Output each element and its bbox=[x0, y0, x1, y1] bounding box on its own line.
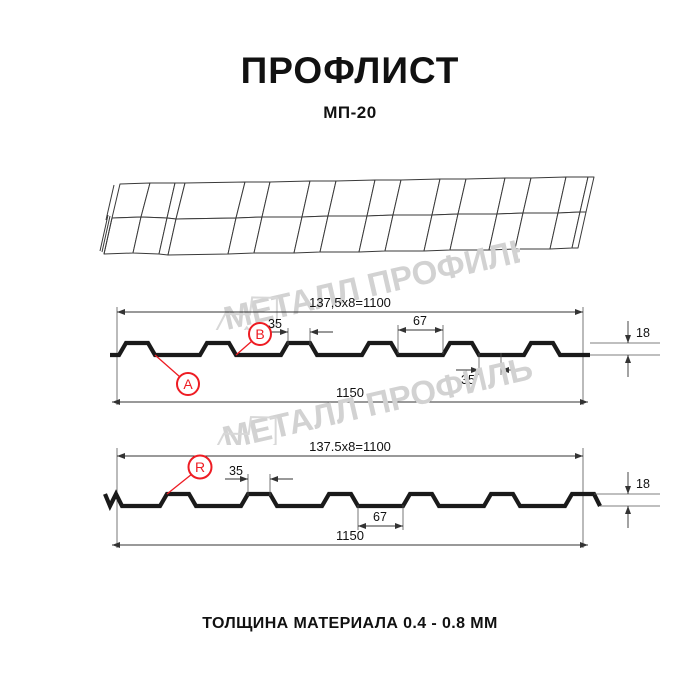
dimension-pitch-top: 137,5x8=1100 bbox=[117, 295, 583, 315]
dimension-pitch-bottom-label: 137.5x8=1100 bbox=[309, 439, 391, 454]
dimension-bottom-flat-bottom: 67 bbox=[357, 505, 404, 530]
dimension-lower-flat-label: 35 bbox=[461, 373, 475, 387]
marker-b-label: B bbox=[255, 326, 264, 342]
marker-r: R bbox=[166, 454, 213, 495]
page-subtitle: МП-20 bbox=[323, 102, 377, 122]
dimension-height-bottom-label: 18 bbox=[636, 477, 650, 491]
dimension-bottom-flat: 67 bbox=[397, 314, 444, 354]
marker-a: A bbox=[154, 354, 200, 396]
dimension-top-flat-bottom-label: 35 bbox=[229, 464, 243, 478]
dimension-lower-flat: 35 bbox=[456, 353, 524, 387]
page-header: ПРОФЛИСТ МП-20 bbox=[0, 50, 700, 123]
profiled-sheet-3d-view bbox=[99, 176, 595, 256]
dimension-pitch-bottom: 137.5x8=1100 bbox=[117, 439, 583, 459]
dimension-pitch-top-label: 137,5x8=1100 bbox=[309, 295, 391, 310]
cross-section-top: 137,5x8=1100 1150 35 67 bbox=[110, 295, 660, 405]
dimension-height-top: 18 bbox=[590, 321, 660, 377]
dimension-bottom-flat-label: 67 bbox=[413, 314, 427, 328]
dimension-overall-top-label: 1150 bbox=[336, 385, 364, 400]
dimension-height-bottom: 18 bbox=[594, 472, 660, 528]
dimension-bottom-flat-bottom-label: 67 bbox=[373, 510, 387, 524]
marker-b: B bbox=[235, 322, 272, 356]
profile-outline-bottom bbox=[103, 489, 602, 512]
profile-outline-top bbox=[110, 340, 590, 358]
dimension-top-flat-bottom: 35 bbox=[225, 464, 293, 496]
dimension-overall-top: 1150 bbox=[112, 385, 588, 405]
marker-a-label: A bbox=[183, 376, 193, 392]
dimension-overall-bottom-label: 1150 bbox=[336, 528, 364, 543]
cross-section-bottom: 137.5x8=1100 1150 35 67 bbox=[103, 439, 660, 548]
dimension-height-top-label: 18 bbox=[636, 326, 650, 340]
dimension-top-flat-label: 35 bbox=[268, 317, 282, 331]
marker-r-label: R bbox=[195, 459, 205, 475]
dimension-top-flat: 35 bbox=[265, 317, 333, 345]
dimension-overall-bottom: 1150 bbox=[112, 528, 588, 548]
page-title: ПРОФЛИСТ bbox=[240, 50, 460, 91]
material-thickness-note: ТОЛЩИНА МАТЕРИАЛА 0.4 - 0.8 ММ bbox=[202, 615, 498, 632]
